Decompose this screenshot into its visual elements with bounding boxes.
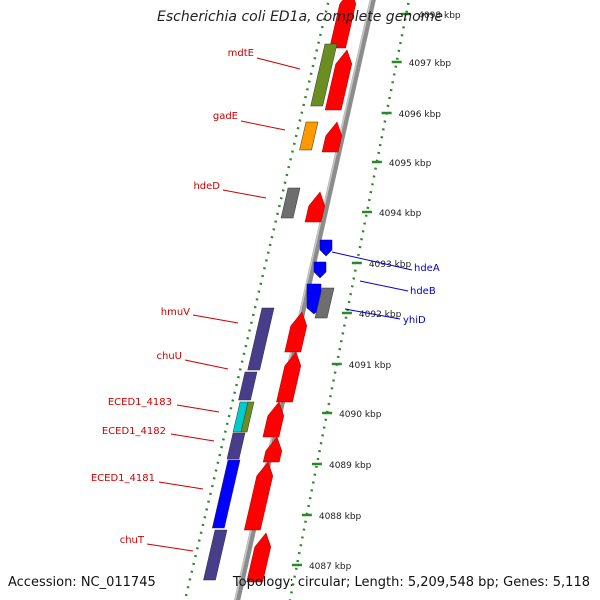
scale-dotted-line-right <box>288 0 411 600</box>
gene-label-ECED1_4182: ECED1_4182 <box>102 426 166 437</box>
cds-arrow-3 <box>321 121 343 153</box>
scale-label-4096: 4096 kbp <box>399 110 442 120</box>
gene-leader-ECED1_4182 <box>170 433 215 442</box>
cds-arrow-10 <box>246 532 272 583</box>
gene-box-mdtE <box>310 43 338 107</box>
gene-label-gadE: gadE <box>213 111 238 122</box>
gene-leader-ECED1_4181 <box>158 481 204 490</box>
scale-label-4098: 4098 kbp <box>418 11 461 21</box>
gene-label-ECED1_4183: ECED1_4183 <box>108 397 172 408</box>
gene-leader-hdeD <box>222 189 267 199</box>
cds-arrow-2 <box>324 49 353 111</box>
gene-box-ECED1_4183b <box>240 401 255 433</box>
label-layer: mdtE gadE hdeD hdeA hdeB yhiD hmuV chuU ECED1_41… <box>91 48 440 552</box>
gene-box-gadE <box>299 121 319 151</box>
gene-leader-hdeA <box>331 251 413 271</box>
cds-arrow-4 <box>304 191 326 223</box>
gene-label-hdeB: hdeB <box>410 286 436 297</box>
scale-label-4090: 4090 kbp <box>339 410 382 420</box>
scale-label-4095: 4095 kbp <box>389 159 432 169</box>
scale-label-4091: 4091 kbp <box>349 361 392 371</box>
gene-label-hmuV: hmuV <box>161 307 190 318</box>
genome-title: Escherichia coli ED1a, complete genome <box>157 9 443 25</box>
gene-leader-chuT <box>146 543 194 552</box>
tick-layer: 4098 kbp 4097 kbp 4096 kbp 4095 kbp 4094 kbp… <box>183 0 461 600</box>
gene-box-yhiD <box>314 287 335 319</box>
cds-arrow-6 <box>276 351 302 403</box>
gene-leader-mdtE <box>256 57 301 70</box>
gene-label-chuT: chuT <box>120 535 145 546</box>
gene-box-ECED1_4182 <box>226 432 246 460</box>
gene-arrow-hdeB <box>313 261 327 279</box>
gene-label-ECED1_4181: ECED1_4181 <box>91 473 155 484</box>
scale-label-4087: 4087 kbp <box>309 562 352 572</box>
gene-label-chuU: chuU <box>157 351 183 362</box>
cds-arrow-7 <box>262 401 285 438</box>
gene-label-hdeA: hdeA <box>414 263 440 274</box>
gene-leader-chuU <box>184 359 229 370</box>
gene-label-yhiD: yhiD <box>403 315 426 326</box>
gene-box-chuT <box>203 529 228 581</box>
cds-arrow-5 <box>284 311 308 353</box>
cds-arrow-9 <box>243 461 274 531</box>
scale-label-4097: 4097 kbp <box>409 59 452 69</box>
gene-box-hmuV <box>247 307 275 371</box>
gene-box-hdeD <box>280 187 301 219</box>
gene-leader-hmuV <box>192 314 239 324</box>
gene-box-ECED1_4181 <box>211 459 241 529</box>
gene-leader-ECED1_4183 <box>176 404 220 413</box>
gene-leader-gadE <box>240 120 286 131</box>
gene-arrow-hdeA <box>319 239 333 257</box>
gene-leader-yhiD <box>344 308 401 320</box>
scale-label-4094: 4094 kbp <box>379 209 422 219</box>
gene-leader-hdeB <box>359 280 409 292</box>
cds-arrow-8 <box>262 436 283 463</box>
scale-label-4088: 4088 kbp <box>319 512 362 522</box>
accession-text: Accession: NC_011745 <box>8 575 156 590</box>
cds-arrow-1 <box>329 0 357 49</box>
genome-summary-text: Topology: circular; Length: 5,209,548 bp… <box>232 575 590 590</box>
gene-label-mdtE: mdtE <box>228 48 254 59</box>
gene-label-hdeD: hdeD <box>193 181 220 192</box>
feature-layer <box>203 0 357 583</box>
scale-label-4089: 4089 kbp <box>329 461 372 471</box>
gene-box-chuU <box>238 371 258 401</box>
